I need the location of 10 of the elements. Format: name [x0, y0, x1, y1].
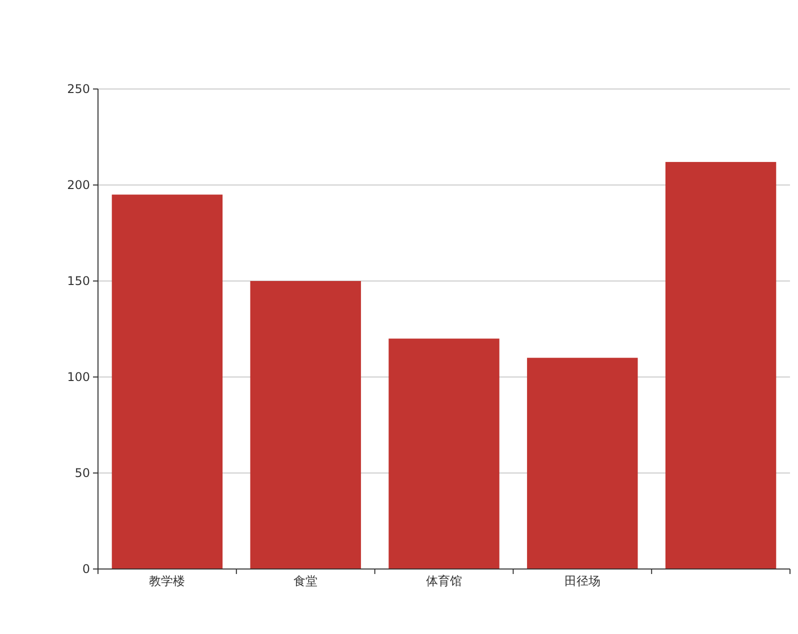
ytick: 50	[74, 466, 90, 480]
ytick: 250	[67, 82, 90, 96]
ytick: 0	[82, 562, 90, 576]
xtick: 教学楼	[149, 574, 186, 588]
ytick: 200	[67, 178, 90, 192]
ytick: 100	[67, 370, 90, 384]
ytick: 150	[67, 274, 90, 288]
xtick: 田径场	[564, 574, 600, 588]
xtick: 体育馆	[426, 574, 462, 588]
xtick: 食堂	[294, 574, 318, 588]
